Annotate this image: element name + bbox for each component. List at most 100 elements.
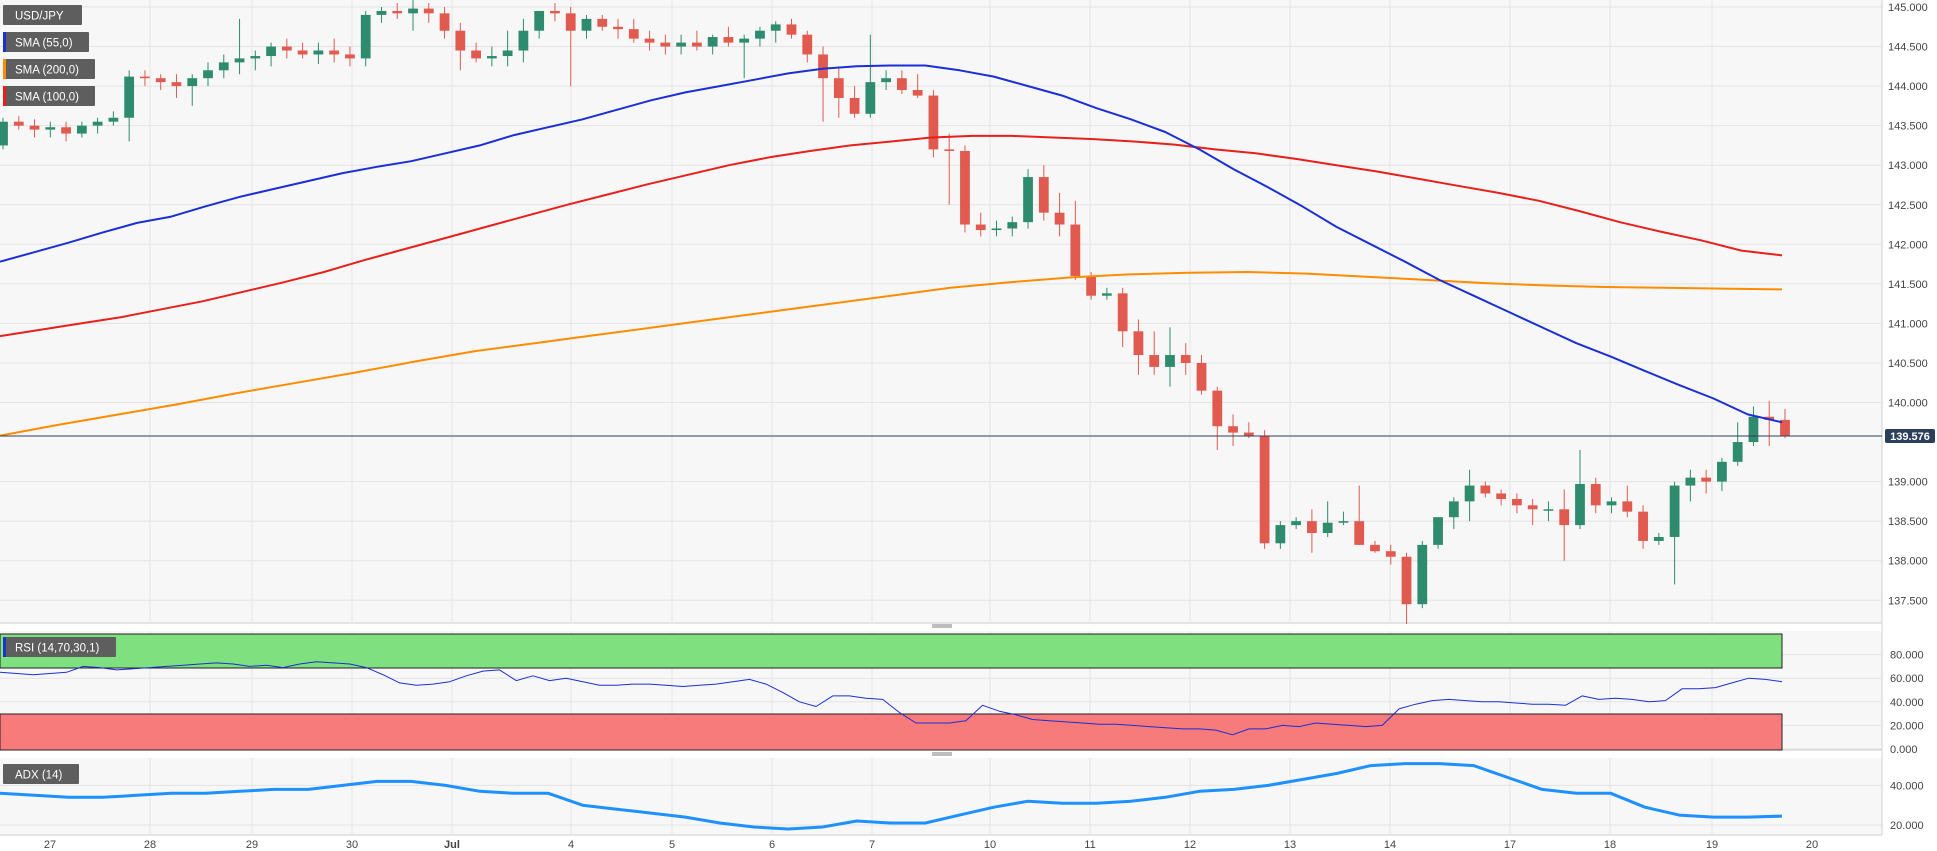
candle-body	[1732, 442, 1743, 462]
candle-body	[565, 13, 576, 31]
price-tick-label: 143.500	[1888, 121, 1928, 133]
right-axis	[1882, 0, 1937, 851]
price-panel	[0, 0, 1882, 623]
x-tick-label: 12	[1184, 839, 1196, 851]
legend-adx-label: ADX (14)	[15, 770, 62, 782]
legend-sma200[interactable]: SMA (200,0)	[3, 59, 95, 79]
legend-sma55-label: SMA (55,0)	[15, 38, 73, 50]
x-tick-label: Jul	[444, 839, 460, 851]
candle-body	[928, 95, 939, 150]
candle-body	[1133, 331, 1144, 356]
x-tick-label: 18	[1604, 839, 1616, 851]
legend-adx[interactable]: ADX (14)	[3, 764, 79, 784]
candle-body	[786, 24, 797, 35]
candle-body	[755, 30, 765, 39]
rsi-tick-label: 0.000	[1890, 744, 1918, 756]
candle-body	[1780, 419, 1790, 436]
price-tick-label: 144.000	[1888, 81, 1928, 93]
candle-body	[281, 46, 292, 51]
price-tick-label: 142.000	[1888, 239, 1928, 251]
candle-body	[297, 50, 308, 55]
sma200-line	[0, 271, 1783, 437]
rsi-bands	[0, 633, 1783, 751]
candle-body	[1575, 483, 1585, 526]
candle-body	[691, 42, 702, 47]
candle-body	[628, 29, 639, 39]
candle-body	[1669, 485, 1680, 537]
candle-body	[486, 56, 497, 59]
x-tick-label: 10	[984, 839, 996, 851]
candle-body	[29, 125, 40, 130]
candle-body	[865, 82, 876, 114]
x-tick-label: 5	[669, 839, 675, 851]
candle-body	[1653, 536, 1664, 541]
candle-body	[1717, 461, 1727, 482]
panel-resize-handle-2[interactable]	[932, 752, 952, 756]
candle-body	[991, 228, 1002, 231]
legend-rsi-label: RSI (14,70,30,1)	[15, 643, 100, 655]
candle-body	[660, 42, 671, 47]
candle-body	[833, 78, 844, 98]
candle-body	[1685, 477, 1696, 486]
legend-sma55[interactable]: SMA (55,0)	[3, 32, 89, 52]
candle-body	[1370, 544, 1380, 552]
price-tick-label: 144.500	[1888, 42, 1928, 54]
candle-body	[423, 8, 434, 14]
candle-body	[1464, 485, 1475, 502]
candle-body	[1748, 416, 1759, 443]
candle-body	[76, 125, 87, 134]
candle-body	[1701, 477, 1712, 482]
candle-body	[1401, 556, 1412, 605]
candle-body	[1338, 521, 1349, 523]
candle-body	[250, 56, 261, 59]
candle-body	[770, 24, 781, 31]
candle-body	[1291, 521, 1302, 526]
candle-body	[1448, 501, 1459, 518]
candle-body	[1275, 525, 1286, 544]
adx-tick-label: 40.000	[1890, 780, 1924, 792]
axis-labels: 145.000 144.500 144.000 143.500 143.000 142.5…	[44, 2, 1928, 851]
candle-body	[345, 54, 355, 59]
candle-body	[108, 117, 119, 122]
candle-body	[944, 149, 955, 151]
x-tick-label: 20	[1806, 839, 1818, 851]
candle-body	[518, 30, 529, 51]
candle-body	[92, 121, 103, 126]
candle-body	[550, 10, 560, 14]
candle-body	[392, 10, 403, 14]
candle-body	[439, 13, 450, 31]
candle-body	[1622, 501, 1633, 512]
candle-body	[1007, 222, 1018, 229]
candle-body	[187, 78, 198, 87]
candle-body	[818, 54, 828, 79]
x-tick-label: 7	[869, 839, 875, 851]
rsi-line	[0, 661, 1783, 736]
candle-body	[1038, 177, 1049, 213]
rsi-tick-label: 60.000	[1890, 673, 1924, 685]
rsi-tick-label: 40.000	[1890, 697, 1924, 709]
candle-body	[218, 62, 229, 71]
x-tick-label: 27	[44, 839, 56, 851]
candle-body	[1433, 517, 1443, 545]
legend-sma200-label: SMA (200,0)	[15, 65, 79, 77]
price-tick-label: 140.500	[1888, 358, 1928, 370]
panel-resize-handle-1[interactable]	[932, 624, 952, 628]
candle-body	[360, 14, 371, 59]
candle-body	[1559, 509, 1570, 526]
candle-body	[234, 58, 245, 63]
legend-sma100[interactable]: SMA (100,0)	[3, 86, 95, 106]
legend-symbol[interactable]: USD/JPY	[3, 5, 82, 25]
candle-body	[1512, 499, 1522, 506]
sma100-line	[0, 134, 1783, 338]
rsi-oversold-band	[0, 713, 1783, 751]
legend-rsi[interactable]: RSI (14,70,30,1)	[3, 637, 116, 657]
candle-body	[723, 37, 734, 43]
candle-body	[1307, 521, 1317, 534]
candle-body	[676, 42, 686, 47]
x-tick-label: 4	[568, 839, 574, 851]
candle-body	[203, 70, 213, 79]
price-tick-label: 138.500	[1888, 516, 1928, 528]
candle-body	[849, 97, 860, 114]
price-tick-label: 141.000	[1888, 318, 1928, 330]
candle-body	[975, 224, 986, 231]
